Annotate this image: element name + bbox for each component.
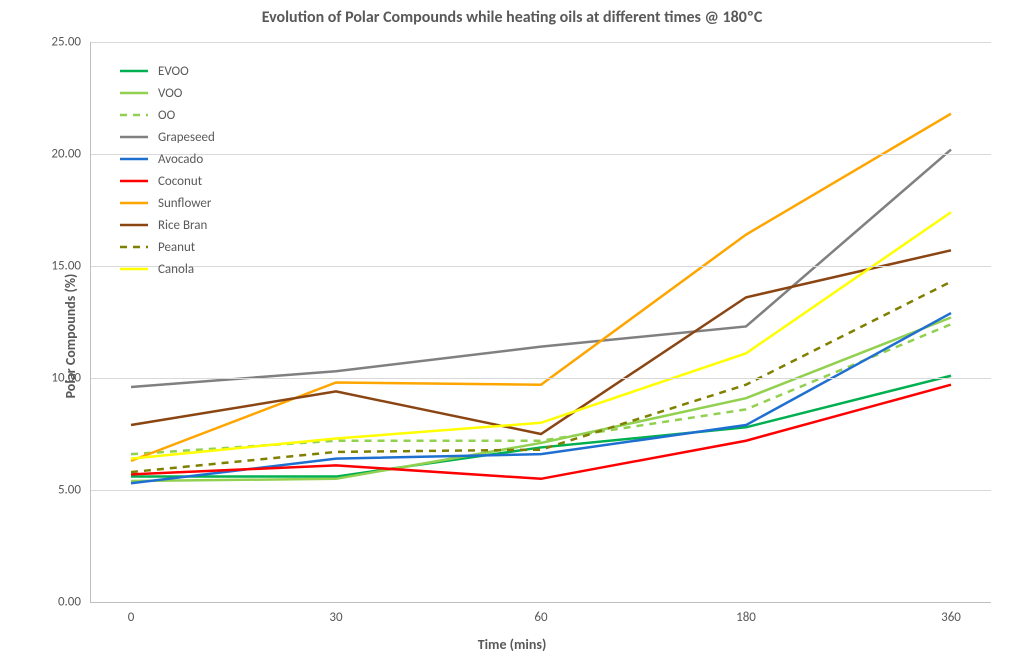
legend-swatch (120, 175, 148, 187)
legend-label: EVOO (158, 64, 189, 79)
legend-swatch (120, 131, 148, 143)
legend-label: Avocado (158, 152, 203, 167)
legend-item: OO (120, 106, 215, 124)
legend-item: VOO (120, 84, 215, 102)
legend-item: Coconut (120, 172, 215, 190)
series-line (131, 212, 951, 458)
legend-swatch (120, 87, 148, 99)
legend: EVOO VOO OO Grapeseed Avocado Coconut Sunflowe… (120, 62, 215, 282)
x-axis-label: Time (mins) (0, 636, 1024, 653)
legend-label: Sunflower (158, 196, 211, 211)
legend-item: Rice Bran (120, 216, 215, 234)
legend-swatch (120, 219, 148, 231)
y-tick-label: 0.00 (58, 595, 91, 610)
legend-item: Peanut (120, 238, 215, 256)
legend-swatch (120, 65, 148, 77)
gridline (91, 266, 991, 267)
legend-swatch (120, 263, 148, 275)
y-tick-label: 5.00 (58, 483, 91, 498)
chart-container: Evolution of Polar Compounds while heati… (0, 0, 1024, 672)
legend-item: Grapeseed (120, 128, 215, 146)
legend-swatch (120, 109, 148, 121)
x-tick-label: 60 (534, 602, 547, 625)
x-tick-label: 180 (736, 602, 756, 625)
gridline (91, 42, 991, 43)
x-tick-label: 360 (941, 602, 961, 625)
legend-item: Avocado (120, 150, 215, 168)
y-tick-label: 25.00 (51, 35, 91, 50)
series-line (131, 376, 951, 477)
chart-lines (91, 42, 991, 602)
series-line (131, 313, 951, 483)
legend-item: Sunflower (120, 194, 215, 212)
x-tick-label: 0 (128, 602, 135, 625)
legend-item: EVOO (120, 62, 215, 80)
y-tick-label: 20.00 (51, 147, 91, 162)
legend-swatch (120, 153, 148, 165)
legend-label: Grapeseed (158, 130, 215, 145)
legend-item: Canola (120, 260, 215, 278)
legend-label: Peanut (158, 240, 195, 255)
legend-label: Coconut (158, 174, 202, 189)
y-tick-label: 15.00 (51, 259, 91, 274)
legend-label: OO (158, 108, 175, 123)
y-axis-label: Polar Compounds (%) (62, 274, 79, 399)
x-tick-label: 30 (329, 602, 342, 625)
series-line (131, 114, 951, 461)
plot-area: 0.005.0010.0015.0020.0025.0003060180360 (90, 42, 991, 603)
legend-label: Rice Bran (158, 218, 207, 233)
gridline (91, 490, 991, 491)
chart-title: Evolution of Polar Compounds while heati… (0, 8, 1024, 27)
legend-swatch (120, 197, 148, 209)
gridline (91, 378, 991, 379)
legend-label: VOO (158, 86, 182, 101)
series-line (131, 385, 951, 479)
gridline (91, 154, 991, 155)
legend-swatch (120, 241, 148, 253)
legend-label: Canola (158, 262, 194, 277)
series-line (131, 318, 951, 482)
